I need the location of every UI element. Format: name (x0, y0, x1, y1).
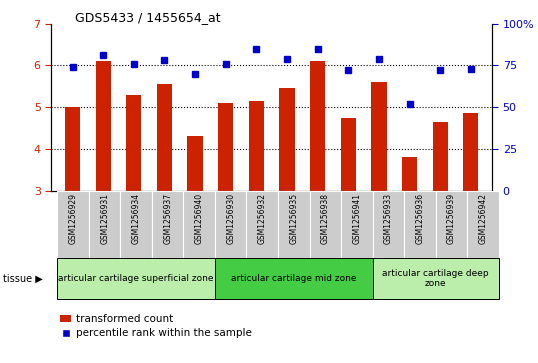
Text: GSM1256934: GSM1256934 (132, 193, 141, 244)
Bar (372, 191, 404, 258)
Bar (157, 84, 172, 191)
Bar (463, 113, 478, 191)
Bar (309, 191, 341, 258)
Bar (310, 61, 325, 191)
Text: GDS5433 / 1455654_at: GDS5433 / 1455654_at (75, 11, 221, 24)
Bar (341, 191, 372, 258)
Text: articular cartilage superficial zone: articular cartilage superficial zone (59, 274, 214, 283)
Bar (215, 191, 246, 258)
Bar (126, 95, 141, 191)
Bar (152, 191, 183, 258)
Text: tissue ▶: tissue ▶ (3, 274, 43, 284)
Text: GSM1256939: GSM1256939 (447, 193, 456, 244)
Text: GSM1256929: GSM1256929 (69, 193, 77, 244)
Text: GSM1256937: GSM1256937 (163, 193, 172, 244)
Bar (467, 191, 499, 258)
Bar (89, 191, 121, 258)
Bar (341, 118, 356, 191)
Bar (183, 191, 215, 258)
Bar (372, 258, 499, 299)
Bar (436, 191, 467, 258)
Bar (433, 122, 448, 191)
Text: articular cartilage deep
zone: articular cartilage deep zone (382, 269, 489, 288)
Bar (279, 88, 295, 191)
Text: GSM1256933: GSM1256933 (384, 193, 393, 244)
Bar (58, 191, 89, 258)
Text: GSM1256936: GSM1256936 (415, 193, 424, 244)
Legend: transformed count, percentile rank within the sample: transformed count, percentile rank withi… (56, 310, 256, 343)
Text: GSM1256940: GSM1256940 (195, 193, 204, 244)
Bar (402, 157, 417, 191)
Bar (404, 191, 436, 258)
Bar (121, 191, 152, 258)
Bar (218, 103, 233, 191)
Bar (246, 191, 278, 258)
Bar (65, 107, 80, 191)
Bar (215, 258, 372, 299)
Text: GSM1256930: GSM1256930 (226, 193, 235, 244)
Text: GSM1256932: GSM1256932 (258, 193, 267, 244)
Text: GSM1256942: GSM1256942 (478, 193, 487, 244)
Bar (96, 61, 111, 191)
Text: GSM1256935: GSM1256935 (289, 193, 298, 244)
Bar (187, 136, 203, 191)
Bar (371, 82, 387, 191)
Text: GSM1256941: GSM1256941 (352, 193, 362, 244)
Bar (58, 258, 215, 299)
Bar (249, 101, 264, 191)
Text: articular cartilage mid zone: articular cartilage mid zone (231, 274, 357, 283)
Bar (278, 191, 309, 258)
Text: GSM1256938: GSM1256938 (321, 193, 330, 244)
Text: GSM1256931: GSM1256931 (100, 193, 109, 244)
